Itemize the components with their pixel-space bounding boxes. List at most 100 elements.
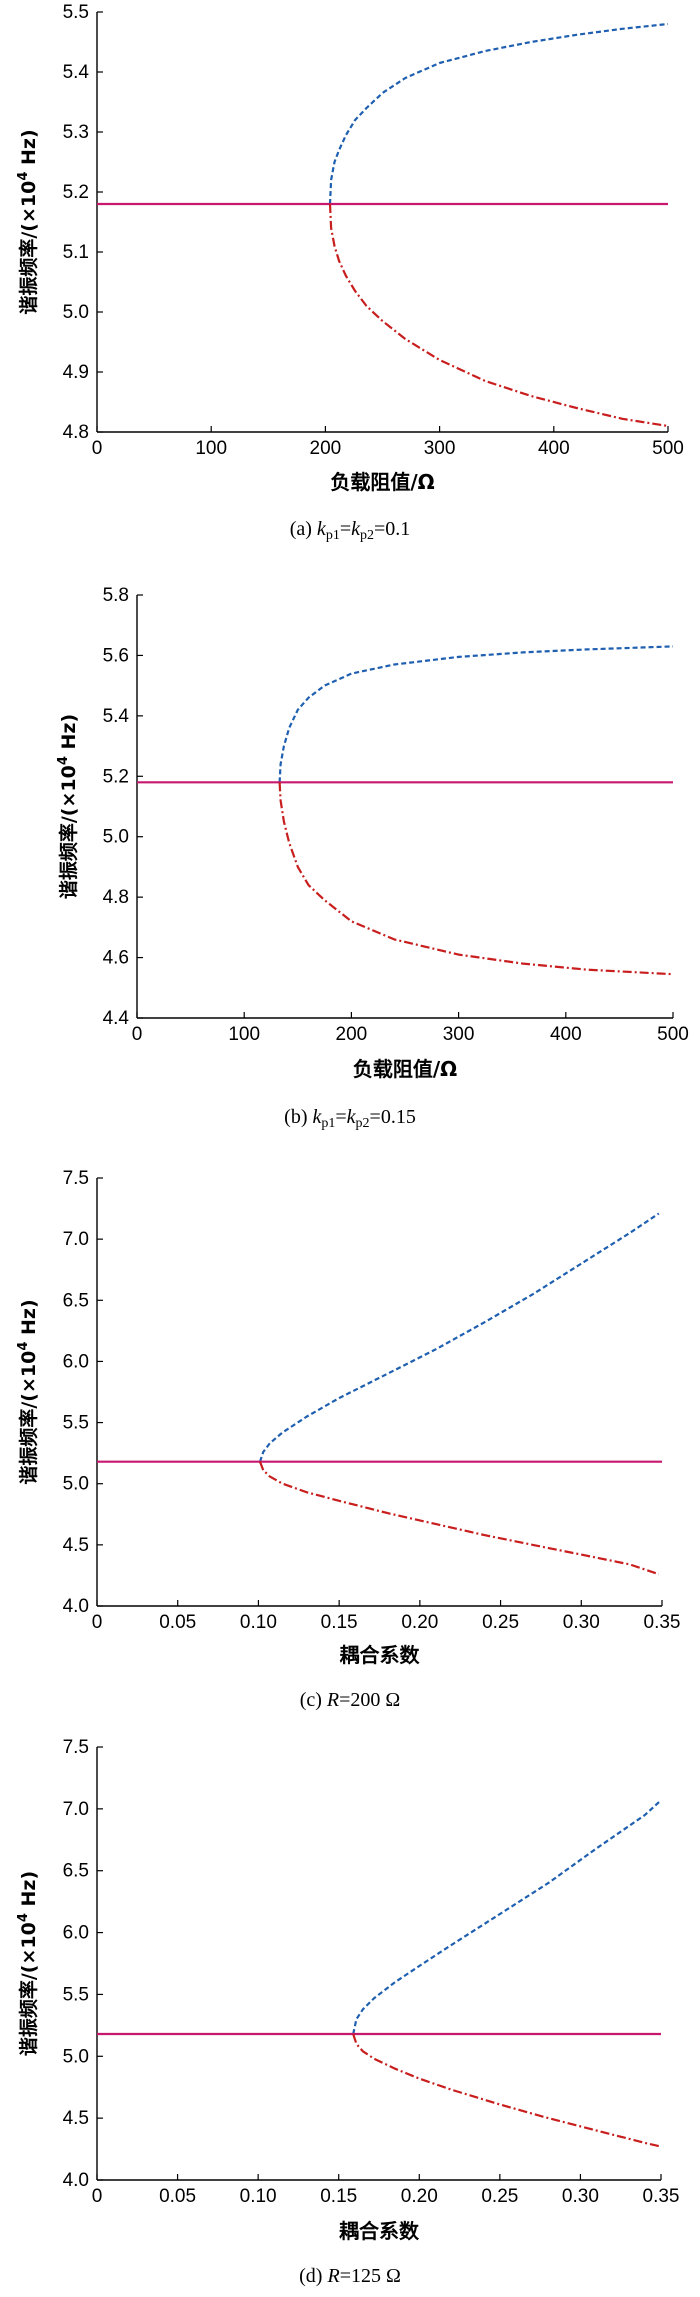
caption-eq: = bbox=[339, 518, 352, 540]
series-line-dashed bbox=[328, 22, 669, 205]
series-line-dashdot bbox=[258, 1461, 660, 1576]
y-axis-label-exponent: 4 bbox=[16, 1913, 31, 1922]
y-tick-label: 6.5 bbox=[63, 1290, 89, 1311]
y-tick-label: 4.5 bbox=[63, 1535, 89, 1556]
x-tick-label: 0.35 bbox=[644, 1612, 681, 1633]
caption-c: (c) R=200 Ω bbox=[0, 1689, 700, 1712]
y-tick-label: 5.0 bbox=[63, 302, 89, 323]
y-axis-label-unit: Hz) bbox=[18, 1299, 40, 1341]
caption-value: =0.15 bbox=[369, 1106, 416, 1128]
x-tick-label: 500 bbox=[657, 1024, 689, 1045]
caption-a: (a) kp1=kp2=0.1 bbox=[0, 518, 700, 544]
chart-b: 0 100 200 300 400 500 4.4 4.6 4.8 5.0 5.2 5.4 5.6 5.8… bbox=[56, 585, 689, 1081]
y-tick-label: 4.0 bbox=[63, 2170, 89, 2191]
x-tick-label: 0 bbox=[132, 1024, 143, 1045]
x-axis-label: 耦合系数 bbox=[340, 1643, 421, 1667]
caption-prefix: (a) bbox=[289, 518, 317, 540]
y-axis-label-main: 谐振频率/(×10 bbox=[17, 181, 40, 315]
series-line-dashed bbox=[258, 1212, 660, 1463]
x-tick-label: 300 bbox=[424, 438, 456, 459]
caption-var: R bbox=[327, 2265, 340, 2287]
y-tick-label: 7.5 bbox=[63, 1168, 89, 1189]
x-tick-label: 200 bbox=[310, 438, 342, 459]
y-tick-label: 4.9 bbox=[63, 362, 89, 383]
y-axis-label-main: 谐振频率/(×10 bbox=[17, 1922, 40, 2056]
caption-var: k bbox=[316, 518, 326, 540]
y-tick-label: 5.0 bbox=[63, 2046, 89, 2067]
y-tick-label: 5.2 bbox=[63, 182, 89, 203]
y-tick-label: 4.0 bbox=[63, 1596, 89, 1617]
y-axis-label: 谐振频率/(×104 Hz) bbox=[16, 1871, 40, 2056]
y-axis-label-unit: Hz) bbox=[18, 1871, 40, 1913]
y-tick-label: 5.5 bbox=[63, 2, 89, 23]
y-tick-label: 4.5 bbox=[63, 2108, 89, 2129]
x-tick-label: 0.25 bbox=[481, 2186, 518, 2207]
chart-c: 0 0.05 0.10 0.15 0.20 0.25 0.30 0.35 4.0 4.5 5.0 5.… bbox=[16, 1168, 681, 1667]
x-axis-label: 负载阻值/Ω bbox=[330, 470, 434, 494]
x-axis-label: 耦合系数 bbox=[339, 2219, 420, 2243]
y-tick-label: 5.1 bbox=[63, 242, 89, 263]
chart-panel-d: 0 0.05 0.10 0.15 0.20 0.25 0.30 0.35 4.0 4.5 5.0 5.… bbox=[0, 1722, 700, 2297]
y-axis-label-main: 谐振频率/(×10 bbox=[57, 765, 80, 899]
x-tick-label: 100 bbox=[228, 1024, 260, 1045]
y-tick-label: 4.4 bbox=[103, 1008, 130, 1029]
x-tick-label: 300 bbox=[443, 1024, 475, 1045]
series-line-dashdot bbox=[328, 203, 669, 428]
x-tick-label: 0.10 bbox=[240, 2186, 277, 2207]
x-tick-label: 500 bbox=[652, 438, 684, 459]
caption-sub: p1 bbox=[325, 528, 340, 543]
caption-var: R bbox=[326, 1689, 340, 1711]
y-tick-label: 5.4 bbox=[103, 706, 130, 727]
y-tick-label: 4.6 bbox=[103, 948, 129, 969]
y-axis-label: 谐振频率/(×104 Hz) bbox=[16, 129, 40, 314]
y-tick-label: 7.5 bbox=[63, 1737, 89, 1758]
x-tick-label: 0.05 bbox=[159, 1612, 196, 1633]
series-line-dashdot bbox=[352, 2033, 662, 2148]
x-axis-label: 负载阻值/Ω bbox=[353, 1057, 457, 1081]
y-tick-label: 6.0 bbox=[63, 1351, 89, 1372]
y-axis-label: 谐振频率/(×104 Hz) bbox=[16, 1299, 40, 1484]
x-tick-label: 0.05 bbox=[159, 2186, 196, 2207]
caption-var: k bbox=[351, 518, 360, 540]
x-tick-label: 0.15 bbox=[321, 1612, 358, 1633]
y-tick-label: 5.3 bbox=[63, 122, 89, 143]
y-tick-label: 7.0 bbox=[63, 1229, 89, 1250]
caption-prefix: (c) bbox=[299, 1689, 327, 1711]
caption-b: (b) kp1=kp2=0.15 bbox=[0, 1106, 700, 1132]
caption-sub: p1 bbox=[321, 1116, 336, 1131]
y-tick-label: 5.5 bbox=[63, 1413, 89, 1434]
x-tick-label: 0 bbox=[92, 1612, 103, 1633]
series-line-dashdot bbox=[278, 782, 674, 976]
x-tick-label: 0.25 bbox=[482, 1612, 519, 1633]
y-axis-label-exponent: 4 bbox=[56, 756, 71, 765]
y-axis-label: 谐振频率/(×104 Hz) bbox=[56, 714, 80, 899]
chart-d: 0 0.05 0.10 0.15 0.20 0.25 0.30 0.35 4.0 4.5 5.0 5.… bbox=[16, 1737, 680, 2243]
y-tick-label: 6.5 bbox=[63, 1861, 89, 1882]
caption-prefix: (b) bbox=[284, 1106, 313, 1128]
caption-sub: p2 bbox=[359, 528, 374, 543]
x-tick-label: 0.30 bbox=[562, 2186, 599, 2207]
caption-prefix: (d) bbox=[299, 2265, 328, 2287]
series-line-dashed bbox=[352, 1799, 662, 2035]
caption-value: =0.1 bbox=[373, 518, 411, 540]
caption-eq: = bbox=[335, 1106, 347, 1128]
y-axis-label-unit: Hz) bbox=[18, 129, 40, 171]
y-tick-label: 5.8 bbox=[103, 585, 129, 606]
caption-value: =200 Ω bbox=[339, 1689, 401, 1711]
x-tick-label: 0.20 bbox=[401, 1612, 438, 1633]
x-tick-label: 0.10 bbox=[240, 1612, 277, 1633]
y-tick-label: 4.8 bbox=[103, 887, 129, 908]
y-tick-label: 5.0 bbox=[103, 827, 129, 848]
y-tick-label: 5.5 bbox=[63, 1984, 89, 2005]
y-tick-label: 5.6 bbox=[103, 645, 129, 666]
y-tick-label: 5.2 bbox=[103, 766, 129, 787]
series-line-dashed bbox=[278, 645, 674, 783]
x-tick-label: 0.15 bbox=[320, 2186, 357, 2207]
caption-value: =125 Ω bbox=[339, 2265, 401, 2287]
caption-var: k bbox=[346, 1106, 356, 1128]
y-axis-label-exponent: 4 bbox=[16, 1342, 31, 1351]
x-tick-label: 200 bbox=[336, 1024, 368, 1045]
x-tick-label: 0.35 bbox=[643, 2186, 680, 2207]
chart-panel-c: 0 0.05 0.10 0.15 0.20 0.25 0.30 0.35 4.0 4.5 5.0 5.… bbox=[0, 1148, 700, 1722]
x-tick-label: 400 bbox=[550, 1024, 582, 1045]
